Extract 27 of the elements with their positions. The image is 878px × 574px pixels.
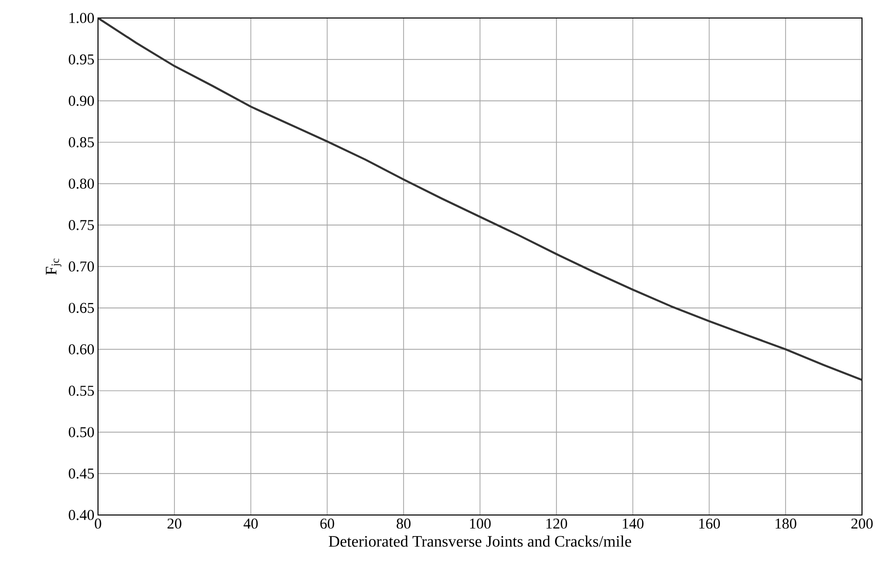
y-tick-label: 0.65 <box>68 302 94 314</box>
y-tick-label: 0.80 <box>68 178 94 189</box>
x-tick-label: 160 <box>699 518 720 529</box>
x-tick-label: 200 <box>851 518 873 529</box>
line-series <box>98 18 862 381</box>
x-tick-label: 80 <box>396 518 411 529</box>
y-tick-label: 0.40 <box>68 510 94 520</box>
y-tick-label: 0.85 <box>68 137 94 148</box>
x-tick-label: 140 <box>622 518 644 529</box>
x-axis-title: Deteriorated Transverse Joints and Cracks/mile <box>328 536 632 547</box>
x-tick-label: 120 <box>546 518 568 529</box>
y-tick-label: 0.95 <box>68 54 94 65</box>
y-tick-label: 0.55 <box>68 386 94 396</box>
x-tick-label: 180 <box>776 518 796 529</box>
y-axis-title: F$_{jc}$ <box>46 258 62 275</box>
y-tick-label: 0.45 <box>68 468 94 479</box>
x-tick-label: 40 <box>244 518 258 529</box>
x-tick-label: 20 <box>168 518 182 529</box>
x-tick-label: 0 <box>94 518 102 529</box>
y-tick-label: 0.50 <box>68 427 94 438</box>
y-tick-label: 0.70 <box>68 261 94 272</box>
x-tick-label: 100 <box>470 518 491 529</box>
y-tick-label: 0.90 <box>68 96 94 106</box>
x-tick-label: 60 <box>320 518 334 529</box>
y-tick-label: 1.00 <box>70 12 94 24</box>
y-tick-label: 0.60 <box>68 344 94 354</box>
y-tick-label: 0.75 <box>68 220 94 230</box>
